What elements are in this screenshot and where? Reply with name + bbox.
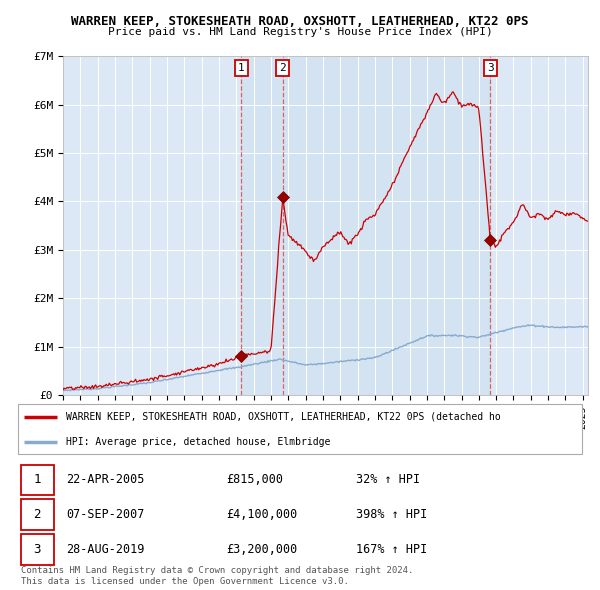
Text: 32% ↑ HPI: 32% ↑ HPI xyxy=(356,473,421,486)
Text: WARREN KEEP, STOKESHEATH ROAD, OXSHOTT, LEATHERHEAD, KT22 0PS: WARREN KEEP, STOKESHEATH ROAD, OXSHOTT, … xyxy=(71,15,529,28)
Bar xyxy=(21,535,53,565)
Text: 1: 1 xyxy=(238,63,245,73)
Bar xyxy=(21,464,53,495)
Text: Contains HM Land Registry data © Crown copyright and database right 2024.: Contains HM Land Registry data © Crown c… xyxy=(21,566,413,575)
Text: 2: 2 xyxy=(34,508,41,522)
Text: 398% ↑ HPI: 398% ↑ HPI xyxy=(356,508,428,522)
Text: 3: 3 xyxy=(487,63,494,73)
Text: £3,200,000: £3,200,000 xyxy=(227,543,298,556)
Bar xyxy=(21,500,53,530)
Text: 3: 3 xyxy=(34,543,41,556)
Text: HPI: Average price, detached house, Elmbridge: HPI: Average price, detached house, Elmb… xyxy=(66,437,331,447)
Text: 2: 2 xyxy=(280,63,286,73)
Text: 28-AUG-2019: 28-AUG-2019 xyxy=(66,543,145,556)
Text: £815,000: £815,000 xyxy=(227,473,284,486)
Text: This data is licensed under the Open Government Licence v3.0.: This data is licensed under the Open Gov… xyxy=(21,577,349,586)
Bar xyxy=(241,56,490,395)
Text: £4,100,000: £4,100,000 xyxy=(227,508,298,522)
Text: 167% ↑ HPI: 167% ↑ HPI xyxy=(356,543,428,556)
Text: 07-SEP-2007: 07-SEP-2007 xyxy=(66,508,145,522)
Text: 1: 1 xyxy=(34,473,41,486)
Text: 22-APR-2005: 22-APR-2005 xyxy=(66,473,145,486)
Text: Price paid vs. HM Land Registry's House Price Index (HPI): Price paid vs. HM Land Registry's House … xyxy=(107,27,493,37)
Text: WARREN KEEP, STOKESHEATH ROAD, OXSHOTT, LEATHERHEAD, KT22 0PS (detached ho: WARREN KEEP, STOKESHEATH ROAD, OXSHOTT, … xyxy=(66,412,500,422)
